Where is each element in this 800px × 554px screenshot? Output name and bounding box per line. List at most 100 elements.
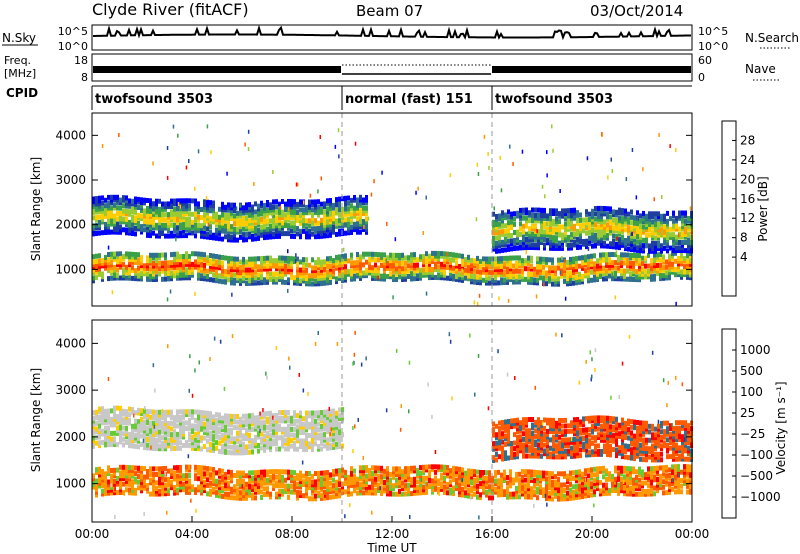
- heatmap-cell: [564, 296, 567, 301]
- heatmap-cell: [266, 486, 269, 492]
- heatmap-cell: [266, 491, 269, 497]
- heatmap-cell: [507, 222, 510, 228]
- heatmap-cell: [140, 263, 143, 269]
- heatmap-cell: [581, 255, 584, 261]
- heatmap-cell: [326, 206, 329, 212]
- heatmap-cell: [320, 225, 323, 231]
- heatmap-cell: [519, 226, 522, 232]
- heatmap-cell: [302, 275, 305, 281]
- heatmap-cell: [95, 415, 98, 421]
- heatmap-cell: [98, 417, 101, 423]
- heatmap-cell: [626, 468, 629, 474]
- heatmap-cell: [149, 466, 152, 472]
- heatmap-cell: [527, 469, 530, 475]
- heatmap-cell: [606, 216, 609, 222]
- heatmap-cell: [122, 208, 125, 214]
- heatmap-cell: [215, 259, 218, 265]
- heatmap-cell: [347, 477, 350, 483]
- heatmap-cell: [338, 228, 341, 234]
- heatmap-cell: [344, 258, 347, 264]
- heatmap-cell: [473, 258, 476, 264]
- heatmap-cell: [269, 202, 272, 208]
- heatmap-cell: [191, 484, 194, 490]
- heatmap-cell: [608, 490, 611, 496]
- heatmap-cell: [155, 209, 158, 215]
- heatmap-cell: [230, 272, 233, 278]
- heatmap-cell: [170, 468, 173, 474]
- heatmap-cell: [275, 228, 278, 234]
- heatmap-cell: [416, 470, 419, 476]
- heatmap-cell: [305, 229, 308, 234]
- heatmap-cell: [630, 220, 633, 226]
- heatmap-cell: [530, 475, 533, 481]
- heatmap-cell: [631, 148, 634, 152]
- heatmap-cell: [272, 223, 275, 229]
- heatmap-cell: [671, 256, 674, 262]
- heatmap-cell: [606, 224, 609, 230]
- heatmap-cell: [549, 210, 552, 216]
- heatmap-cell: [281, 209, 284, 215]
- heatmap-cell: [623, 276, 626, 282]
- heatmap-cell: [434, 469, 437, 475]
- heatmap-cell: [686, 272, 689, 278]
- heatmap-cell: [488, 489, 491, 495]
- heatmap-cell: [95, 217, 98, 223]
- heatmap-cell: [146, 274, 149, 280]
- heatmap-cell: [657, 216, 660, 222]
- heatmap-cell: [452, 468, 455, 474]
- heatmap-cell: [639, 237, 642, 243]
- heatmap-cell: [689, 470, 692, 476]
- heatmap-cell: [365, 479, 368, 485]
- heatmap-cell: [194, 264, 197, 270]
- heatmap-cell: [362, 468, 365, 473]
- heatmap-cell: [365, 219, 368, 225]
- heatmap-cell: [359, 221, 362, 227]
- heatmap-cell: [479, 475, 482, 481]
- heatmap-cell: [329, 203, 332, 209]
- heatmap-cell: [485, 478, 488, 484]
- heatmap-cell: [155, 252, 158, 258]
- heatmap-cell: [290, 199, 293, 204]
- heatmap-cell: [299, 202, 302, 207]
- heatmap-cell: [470, 477, 473, 483]
- heatmap-cell: [269, 210, 272, 216]
- heatmap-cell: [305, 267, 308, 273]
- heatmap-cell: [410, 265, 413, 271]
- heatmap-cell: [392, 472, 395, 477]
- heatmap-cell: [686, 258, 689, 264]
- heatmap-cell: [350, 274, 353, 279]
- heatmap-cell: [221, 217, 224, 223]
- heatmap-cell: [335, 479, 338, 485]
- heatmap-cell: [689, 261, 692, 267]
- heatmap-cell: [498, 237, 501, 243]
- heatmap-cell: [329, 280, 332, 285]
- heatmap-cell: [476, 489, 479, 495]
- heatmap-cell: [332, 274, 335, 280]
- heatmap-cell: [233, 267, 236, 273]
- heatmap-cell: [158, 488, 161, 494]
- heatmap-cell: [317, 265, 320, 271]
- heatmap-cell: [149, 227, 152, 233]
- heatmap-cell: [347, 271, 350, 277]
- heatmap-cell: [632, 260, 635, 266]
- heatmap-cell: [308, 476, 311, 482]
- heatmap-cell: [185, 270, 188, 275]
- heatmap-cell: [242, 495, 245, 501]
- heatmap-cell: [170, 222, 173, 228]
- heatmap-cell: [648, 216, 651, 222]
- heatmap-cell: [534, 215, 537, 221]
- heatmap-cell: [500, 277, 503, 283]
- heatmap-cell: [365, 484, 368, 490]
- heatmap-cell: [353, 479, 356, 485]
- heatmap-cell: [603, 206, 606, 211]
- heatmap-cell: [233, 202, 236, 208]
- heatmap-cell: [458, 472, 461, 478]
- heatmap-cell: [152, 230, 155, 236]
- heatmap-cell: [638, 258, 641, 264]
- heatmap-cell: [516, 245, 519, 251]
- heatmap-cell: [684, 240, 687, 245]
- heatmap-cell: [356, 268, 359, 274]
- heatmap-cell: [566, 281, 569, 287]
- heatmap-cell: [539, 473, 542, 479]
- heatmap-cell: [495, 214, 498, 219]
